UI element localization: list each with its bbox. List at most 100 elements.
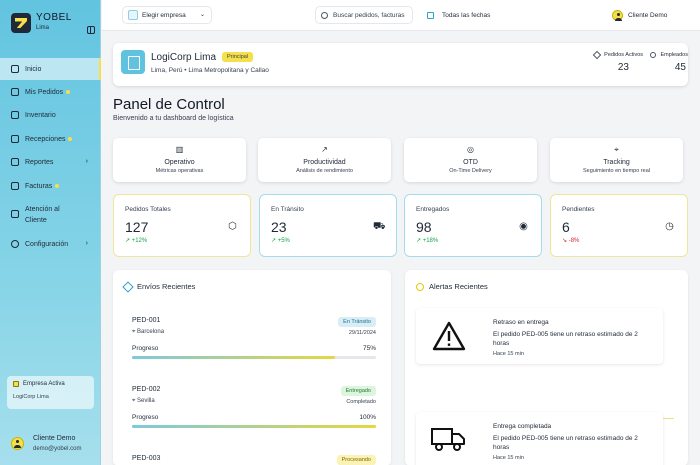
search-input[interactable]: Buscar pedidos, facturas — [315, 6, 413, 24]
shipment-item[interactable]: PED-002 ⌖ Sevilla Entregado Completado P… — [132, 386, 376, 446]
shipment-id: PED-002 — [132, 386, 161, 393]
progress-label: Progreso — [132, 345, 159, 352]
kpi-change-value: +12% — [131, 238, 148, 244]
sidebar-item-label-2: Cliente — [25, 217, 47, 224]
sidebar-item-inventario[interactable]: Inventario — [0, 104, 101, 126]
kpi-change-value: +18% — [422, 238, 439, 244]
top-user-menu[interactable]: Cliente Demo — [612, 6, 692, 24]
sidebar-item-configuracion[interactable]: Configuración › — [0, 233, 101, 255]
invoice-icon — [11, 182, 19, 190]
quick-sub: Seguimiento en tiempo real — [583, 168, 650, 174]
collapse-sidebar-icon[interactable] — [87, 26, 95, 34]
sidebar-item-label: Inicio — [25, 65, 42, 73]
topbar: Elegir empresa ⌄ Buscar pedidos, factura… — [102, 0, 700, 31]
box-icon — [592, 50, 602, 60]
alert-item[interactable]: Retraso en entrega El pedido PED-005 tie… — [416, 308, 663, 364]
brand: YOBEL Lima — [11, 11, 96, 35]
shipment-item[interactable]: PED-003 Procesando — [132, 455, 376, 465]
avatar — [11, 437, 24, 450]
shipment-city-label: Sevilla — [137, 398, 155, 404]
alert-time: Hace 15 min — [493, 455, 524, 461]
sidebar-item-atencion[interactable]: Atención al Cliente — [0, 202, 101, 228]
package-icon — [122, 280, 134, 293]
date-filter[interactable]: Todas las fechas — [427, 6, 507, 24]
sidebar-item-facturas[interactable]: Facturas — [0, 175, 101, 197]
quick-sub: Métricas operativas — [155, 168, 204, 174]
alert-circle-icon — [416, 282, 424, 291]
kpi-value: 127 — [125, 219, 149, 235]
target-icon: ◎ — [467, 145, 474, 154]
quick-title: Productividad — [303, 159, 346, 166]
map-pin-icon: ⌖ — [614, 145, 619, 154]
kpi-label: Entregados — [416, 206, 450, 213]
company-location: Lima, Perú • Lima Metropolitana y Callao — [151, 67, 269, 74]
kpi-change: ↗ +18% — [416, 238, 439, 244]
kpi-entregados: Entregados 98 ↗ +18% ◉ — [404, 194, 542, 257]
stat-empleados: Empleados 45 — [638, 52, 688, 78]
people-icon — [650, 52, 657, 58]
quick-productividad[interactable]: ↗ Productividad Análisis de rendimiento — [258, 138, 391, 182]
top-user-name: Cliente Demo — [628, 11, 668, 19]
user-email: demo@yobel.com — [33, 446, 82, 452]
quick-operativo[interactable]: ▥ Operativo Métricas operativas — [113, 138, 246, 182]
stat-value: 23 — [617, 62, 629, 73]
kpi-change: ↗ +12% — [125, 238, 148, 244]
kpi-en-transito: En Tránsito 23 ↗ +5% ⛟ — [259, 194, 397, 257]
quick-otd[interactable]: ◎ OTD On-Time Delivery — [404, 138, 537, 182]
check-circle-icon: ◉ — [519, 221, 528, 232]
stat-label-row: Empleados — [638, 52, 688, 58]
sidebar-item-reportes[interactable]: Reportes › — [0, 151, 101, 173]
kpi-change: ↘ -8% — [562, 238, 580, 244]
notification-dot — [66, 90, 71, 94]
sidebar-item-label-wrap: Atención al Cliente — [25, 204, 60, 226]
shipment-city-label: Barcelona — [137, 329, 165, 335]
home-icon — [11, 65, 19, 73]
stat-pedidos-activos: Pedidos Activos 23 — [573, 50, 643, 78]
alert-message: El pedido PED-005 tiene un retraso estim… — [493, 331, 638, 347]
notification-dot — [68, 137, 73, 141]
shipment-date: 29/11/2024 — [348, 330, 376, 336]
chevron-down-icon: ⌄ — [199, 12, 205, 18]
user-name: Cliente Demo — [33, 435, 76, 442]
sidebar-item-recepciones[interactable]: Recepciones — [0, 128, 101, 150]
alert-time: Hace 15 min — [493, 351, 524, 357]
kpi-label: Pedidos Totales — [125, 206, 171, 213]
bar-chart-icon: ▥ — [175, 145, 184, 154]
panel-title-row: Envíos Recientes — [122, 280, 195, 293]
main-content: LogiCorp Lima Principal Lima, Perú • Lim… — [102, 31, 700, 465]
company-select-label: Elegir empresa — [142, 11, 186, 19]
stat-label: Pedidos Activos — [604, 52, 643, 58]
yobel-logo-icon — [11, 13, 31, 33]
status-badge: Procesando — [336, 455, 376, 465]
quick-title: OTD — [463, 159, 478, 166]
shipment-item[interactable]: PED-001 ⌖ Barcelona En Tránsito 29/11/20… — [132, 317, 376, 377]
package-icon — [11, 88, 19, 96]
company-select[interactable]: Elegir empresa ⌄ — [122, 6, 212, 24]
sidebar: YOBEL Lima Inicio Mis Pedidos Inventario… — [0, 0, 101, 465]
quick-tracking[interactable]: ⌖ Tracking Seguimiento en tiempo real — [550, 138, 683, 182]
chart-icon — [11, 158, 19, 166]
sidebar-user[interactable]: Cliente Demo demo@yobel.com — [11, 433, 99, 455]
truck-icon — [431, 428, 465, 451]
stat-value: 45 — [674, 62, 686, 73]
sidebar-item-mis-pedidos[interactable]: Mis Pedidos — [0, 81, 101, 103]
empresa-activa-card[interactable]: Empresa Activa LogiCorp Lima — [7, 376, 94, 409]
quick-title: Tracking — [603, 159, 630, 166]
status-badge: En Tránsito — [338, 317, 376, 327]
clock-icon: ◷ — [665, 221, 674, 232]
search-placeholder: Buscar pedidos, facturas — [333, 11, 405, 19]
panel-title-row: Alertas Recientes — [416, 282, 488, 291]
page-title: Panel de Control — [113, 96, 225, 113]
warning-icon — [432, 321, 466, 351]
sidebar-item-label: Atención al — [25, 206, 60, 213]
alert-item[interactable]: Entrega completada El pedido PED-005 tie… — [416, 412, 663, 465]
trending-up-icon: ↗ — [321, 145, 328, 154]
building-icon — [13, 381, 19, 387]
kpi-value: 98 — [416, 219, 432, 235]
shipment-id: PED-001 — [132, 317, 161, 324]
empresa-activa-title: Empresa Activa — [23, 381, 65, 387]
sidebar-item-inicio[interactable]: Inicio — [0, 58, 101, 80]
company-name: LogiCorp Lima — [151, 52, 217, 63]
brand-name: YOBEL — [36, 12, 72, 23]
